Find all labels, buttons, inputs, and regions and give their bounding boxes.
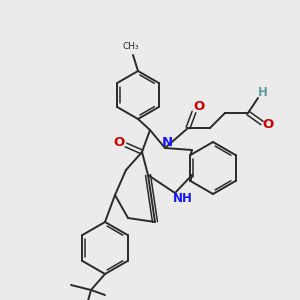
Text: CH₃: CH₃ <box>123 42 139 51</box>
Text: O: O <box>194 100 205 113</box>
Text: NH: NH <box>173 191 193 205</box>
Text: N: N <box>161 136 172 148</box>
Text: O: O <box>113 136 124 149</box>
Text: H: H <box>258 86 268 100</box>
Text: O: O <box>262 118 274 131</box>
